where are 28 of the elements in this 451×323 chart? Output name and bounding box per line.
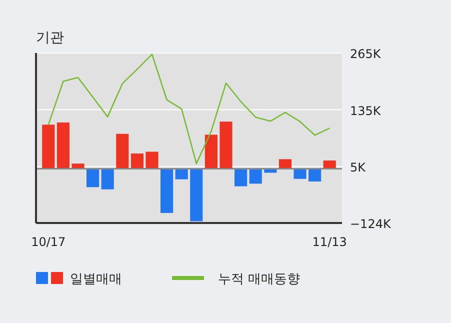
bar: [323, 160, 336, 169]
bar: [249, 168, 262, 184]
y-tick-label: 265K: [350, 47, 382, 61]
x-tick-label: 10/17: [31, 235, 66, 249]
bar: [86, 168, 100, 188]
bar: [204, 134, 218, 169]
bar: [130, 154, 144, 169]
bar: [294, 168, 306, 179]
bar: [56, 122, 70, 169]
bar: [234, 168, 248, 186]
bar: [160, 168, 174, 213]
bar: [146, 152, 158, 169]
line-series: [48, 54, 330, 164]
bar: [42, 124, 55, 169]
bar: [101, 168, 114, 190]
bar: [308, 168, 322, 182]
chart-title: 기관: [36, 30, 64, 46]
bar: [175, 168, 188, 180]
legend-label: 일별매매: [70, 272, 122, 287]
legend-label: 누적 매매동향: [218, 272, 300, 287]
y-tick-label: 5K: [350, 160, 367, 175]
bar: [220, 122, 232, 169]
bar: [278, 159, 292, 169]
bar: [190, 168, 203, 222]
y-tick-label: −124K: [350, 217, 392, 231]
x-tick-label: 11/13: [312, 235, 347, 249]
bar: [116, 134, 129, 169]
y-tick-label: 135K: [350, 104, 382, 118]
